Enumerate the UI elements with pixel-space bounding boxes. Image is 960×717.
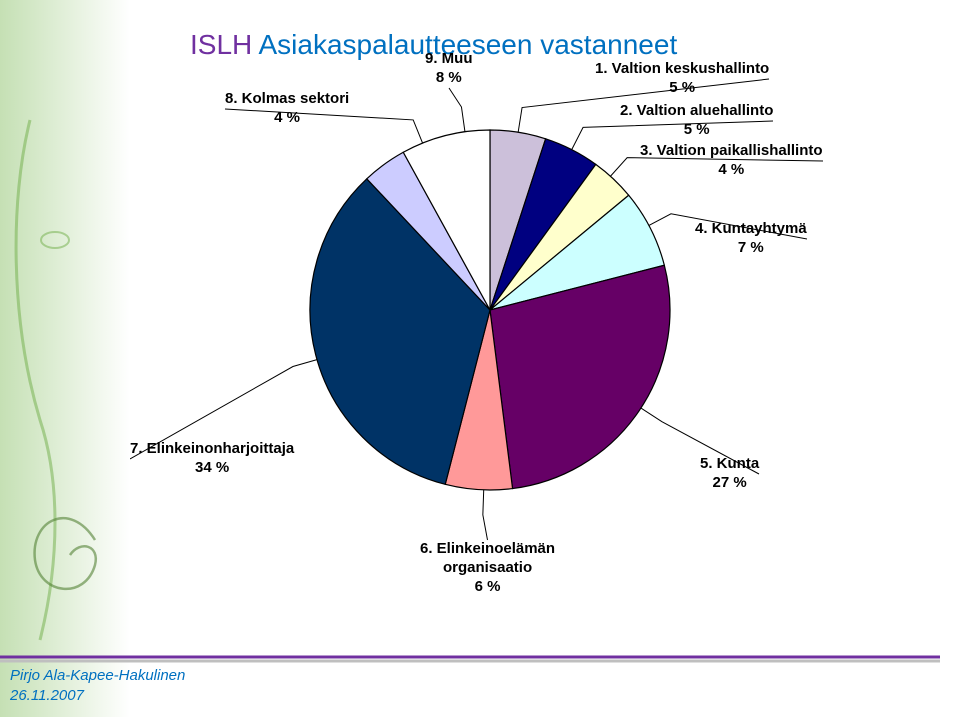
pie-label: 9. Muu8 % [425, 50, 473, 88]
sidebar-art [0, 0, 130, 717]
footer-author: Pirjo Ala-Kapee-Hakulinen [10, 666, 185, 686]
pie-label: 4. Kuntayhtymä7 % [695, 220, 807, 258]
pie-label: 5. Kunta27 % [700, 455, 759, 493]
footer-rule [0, 652, 940, 662]
pie-label: 2. Valtion aluehallinto5 % [620, 102, 773, 140]
footer-rule-svg [0, 655, 940, 665]
content-area: ISLH Asiakaspalautteeseen vastanneet 1. … [130, 0, 960, 717]
pie-label: 3. Valtion paikallishallinto4 % [640, 142, 823, 180]
footer-text: Pirjo Ala-Kapee-Hakulinen 26.11.2007 [10, 666, 185, 705]
pie-chart: 1. Valtion keskushallinto5 % 2. Valtion a… [130, 50, 960, 630]
footer-date: 26.11.2007 [10, 686, 185, 706]
pie-label: 1. Valtion keskushallinto5 % [595, 60, 769, 98]
pie-label: 7. Elinkeinonharjoittaja34 % [130, 440, 294, 478]
pie-label: 6. Elinkeinoelämänorganisaatio6 % [420, 540, 555, 596]
pie-leader-line [449, 88, 465, 132]
pie-label: 8. Kolmas sektori4 % [225, 90, 349, 128]
pie-leader-line [483, 490, 488, 540]
decorative-sidebar [0, 0, 130, 717]
